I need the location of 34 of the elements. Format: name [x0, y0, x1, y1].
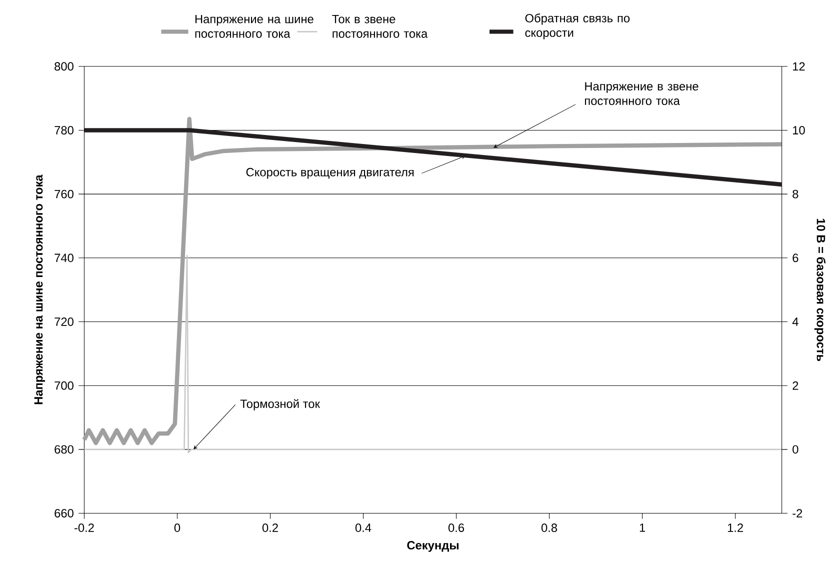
legend-label: Обратная связь по скорости [525, 14, 630, 40]
y-axis-title: Напряжение на шине постоянного тока [34, 174, 46, 404]
y2-tick-label: 6 [792, 254, 798, 262]
y-tick-label: 660 [54, 509, 74, 518]
y2-tick-label: 12 [793, 62, 805, 71]
annotation: Тормозной ток [240, 399, 320, 411]
y2-axis-title: 10 В = базовая скорость [814, 219, 826, 362]
legend-label: Напряжение на шине постоянного тока [195, 15, 314, 38]
y-tick-label: 760 [54, 190, 74, 198]
legend-label: Ток в звене постоянного тока [332, 15, 428, 38]
x-tick-label: 0.4 [355, 524, 372, 532]
x-tick-label: 0.6 [448, 524, 464, 532]
y2-tick-label: 0 [792, 445, 798, 454]
y2-tick-label: 2 [792, 382, 798, 390]
x-tick-label: 1 [640, 524, 646, 532]
y-tick-label: 740 [54, 254, 74, 262]
x-tick-label: -0.2 [74, 524, 94, 532]
x-tick-label: 0.8 [541, 524, 558, 532]
y2-tick-label: 4 [792, 318, 798, 326]
annotation: Напряжение в звене постоянного тока [585, 82, 698, 106]
y-tick-label: 680 [54, 445, 74, 454]
y-tick-label: 720 [54, 318, 74, 326]
line-series [82, 117, 784, 446]
y2-tick-label: 8 [792, 190, 798, 198]
x-tick-label: 1.2 [728, 524, 743, 532]
annotation: Скорость вращения двигателя [246, 168, 414, 179]
y-tick-label: 800 [54, 62, 74, 71]
y2-tick-label: 10 [793, 126, 805, 135]
y-tick-label: 780 [54, 126, 74, 135]
y-tick-label: 700 [54, 382, 74, 390]
x-axis-title: Секунды [407, 541, 459, 552]
y2-tick-label: -2 [792, 509, 802, 518]
x-tick-label: 0 [174, 524, 180, 532]
x-tick-label: 0.2 [262, 524, 278, 532]
